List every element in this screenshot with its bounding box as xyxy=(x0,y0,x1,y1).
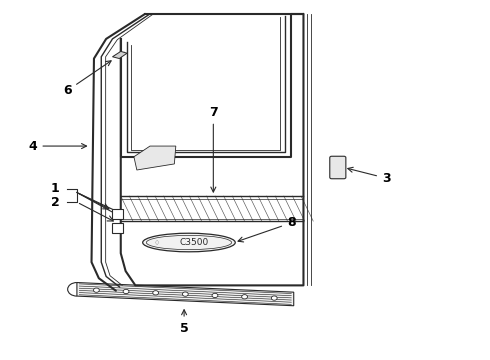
Circle shape xyxy=(271,296,277,300)
Text: 4: 4 xyxy=(29,140,87,153)
Text: ♢: ♢ xyxy=(154,239,160,246)
Circle shape xyxy=(212,293,218,298)
Bar xyxy=(113,223,123,233)
Polygon shape xyxy=(77,283,294,306)
Text: C3500: C3500 xyxy=(179,238,208,247)
Ellipse shape xyxy=(143,233,235,252)
Circle shape xyxy=(242,294,247,299)
Text: 6: 6 xyxy=(63,61,111,97)
Circle shape xyxy=(153,291,159,295)
Text: 5: 5 xyxy=(180,310,189,335)
FancyBboxPatch shape xyxy=(330,156,346,179)
Polygon shape xyxy=(113,51,127,59)
Text: 1: 1 xyxy=(50,183,59,195)
Circle shape xyxy=(94,288,99,292)
Circle shape xyxy=(182,292,188,296)
Text: 7: 7 xyxy=(209,105,218,192)
Text: 8: 8 xyxy=(238,216,295,242)
Polygon shape xyxy=(134,146,176,170)
Bar xyxy=(113,209,123,219)
Text: 3: 3 xyxy=(348,167,391,185)
Text: 2: 2 xyxy=(50,195,59,209)
Circle shape xyxy=(123,289,129,294)
